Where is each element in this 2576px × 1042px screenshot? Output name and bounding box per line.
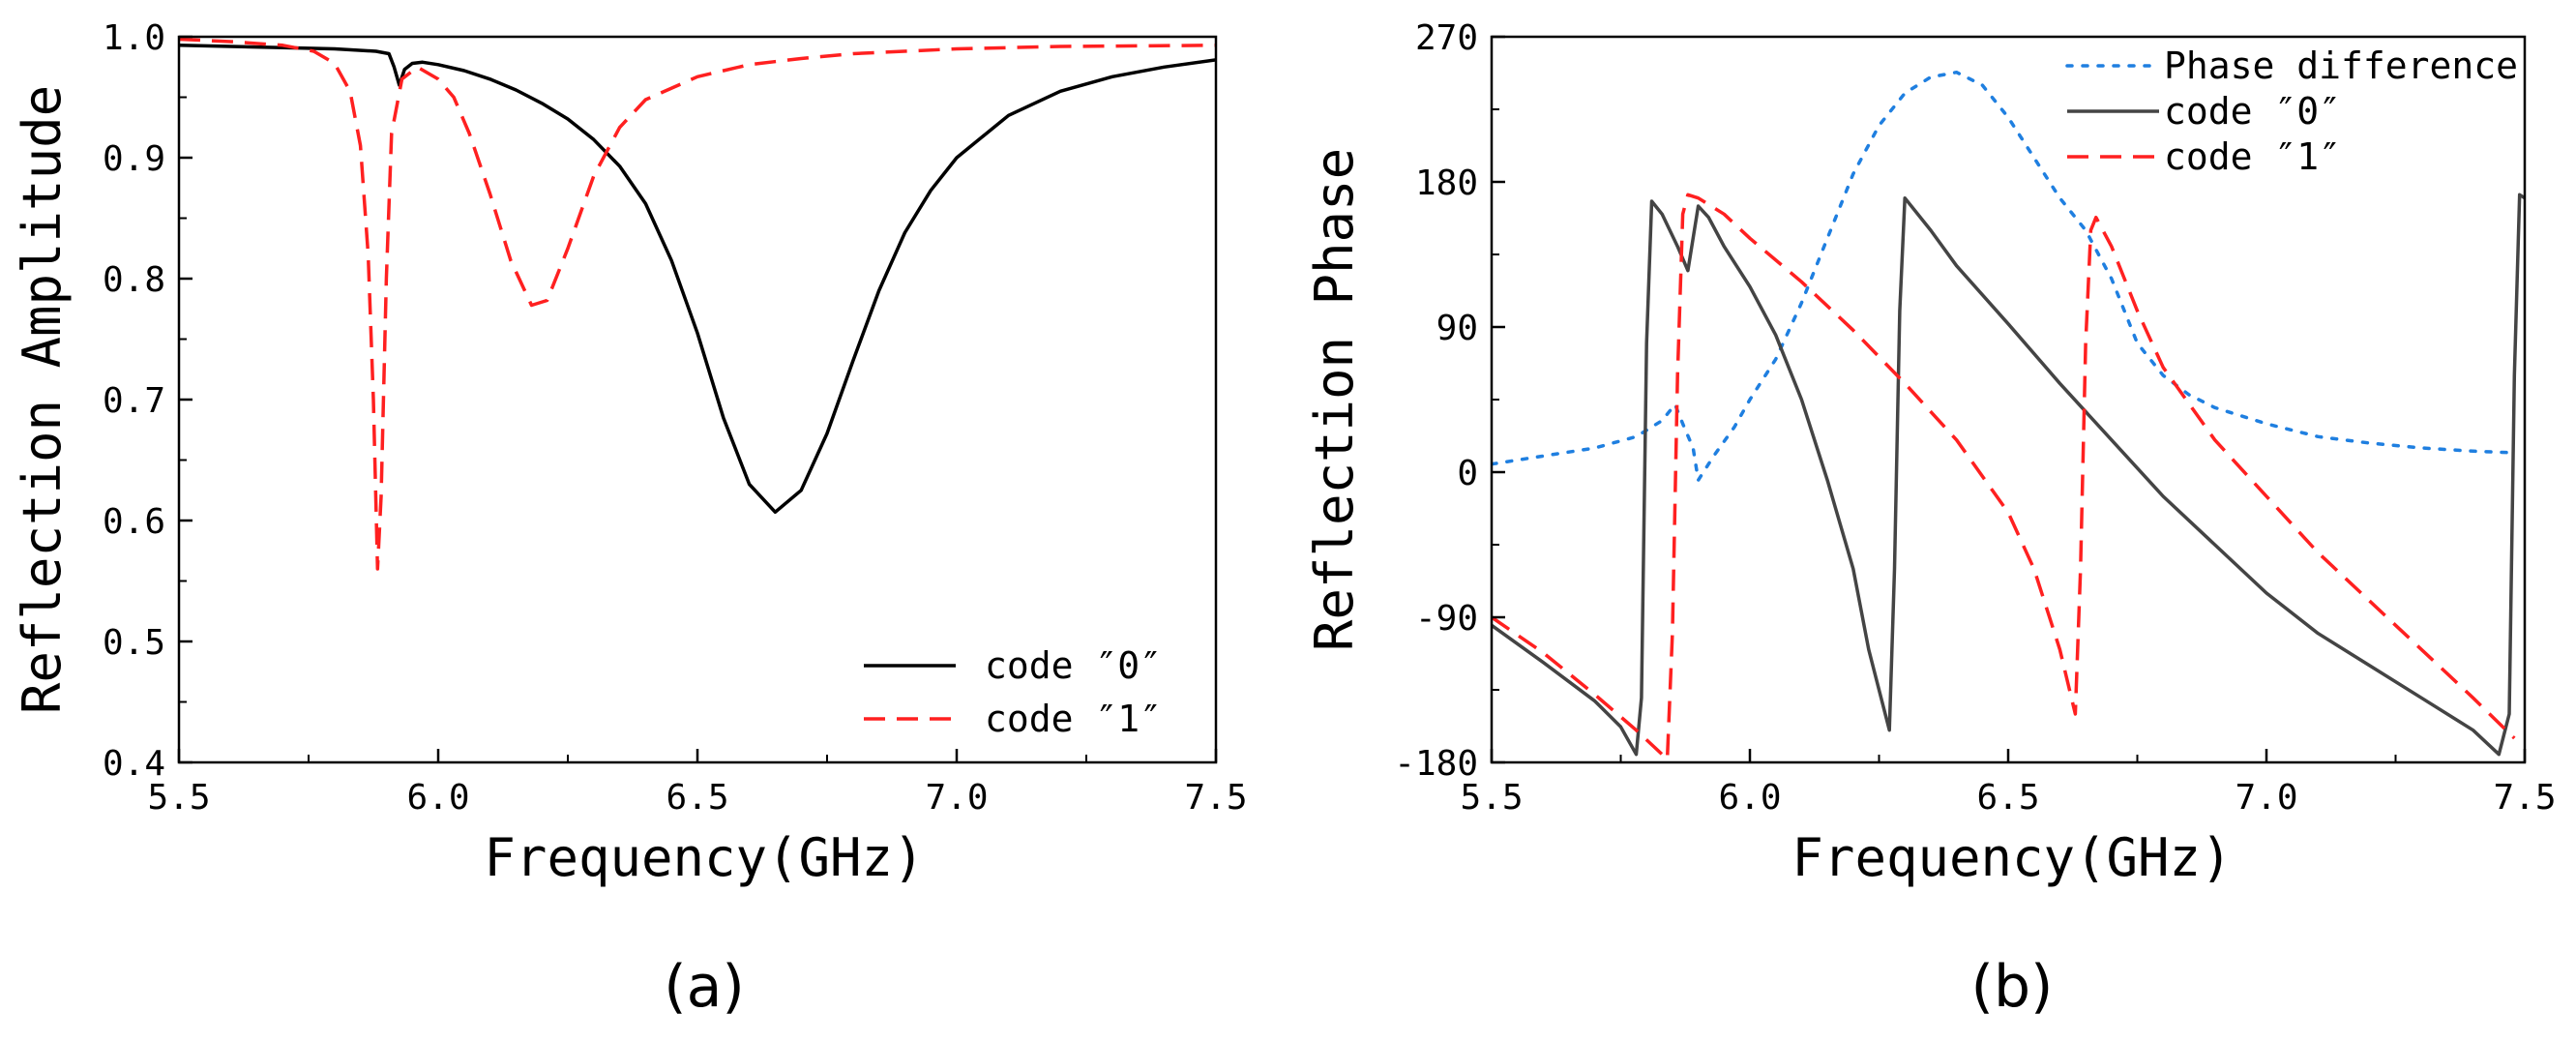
- panel-a-legend: code ″0″ code ″1″: [864, 644, 1162, 740]
- panel-b-y-tick-label: 90: [1436, 309, 1478, 348]
- panel-a-y-tick-label: 0.9: [103, 139, 165, 179]
- panel-b-x-tick-label: 6.0: [1718, 778, 1781, 818]
- panel-a-x-tick-label: 6.0: [406, 778, 469, 818]
- panel-a-plot-area: 5.5 6.0 6.5 7.0 7.5 0.4 0.5 0.6 0.7 0.8 0.9 1.0: [103, 18, 1248, 818]
- panel-b-chart: 5.5 6.0 6.5 7.0 7.5 -180 -90 0 90 180 270 Frequenc…: [1304, 18, 2557, 888]
- panel-b-caption: (b): [1971, 953, 2054, 1021]
- panel-b-x-tick-label: 6.5: [1976, 778, 2039, 818]
- panel-b-series-line-2: [1492, 193, 2516, 761]
- panel-b-y-tick-label: 180: [1415, 164, 1478, 203]
- panel-a-x-tick-label: 7.0: [925, 778, 988, 818]
- panel-b-y-tick-label: 0: [1457, 454, 1478, 493]
- panel-a-legend-label-0: code ″0″: [985, 644, 1162, 687]
- panel-b-legend-label-1: code ″0″: [2164, 90, 2341, 133]
- panel-b-y-axis-label: Reflection Phase: [1304, 148, 1365, 651]
- panel-a-y-tick-label: 0.6: [103, 502, 165, 542]
- panel-b-legend-label-2: code ″1″: [2164, 135, 2341, 178]
- panel-b-y-tick-label: 270: [1415, 18, 1478, 58]
- panel-a-series-line-1: [179, 37, 1216, 571]
- panel-b-y-tick-label: -90: [1415, 599, 1478, 639]
- panel-a-y-tick-label: 0.7: [103, 381, 165, 421]
- panel-a-y-tick-label: 1.0: [103, 18, 165, 58]
- panel-a-x-axis-label: Frequency(GHz): [484, 827, 924, 888]
- panel-a-x-tick-label: 7.5: [1184, 778, 1247, 818]
- panel-b-series-line-0: [1492, 70, 2517, 483]
- panel-b-legend-label-0: Phase difference: [2164, 45, 2518, 87]
- panel-a-legend-label-1: code ″1″: [985, 698, 1162, 740]
- panel-a-y-tick-label: 0.4: [103, 744, 165, 784]
- panel-a-x-tick-label: 5.5: [147, 778, 210, 818]
- panel-a-x-tick-label: 6.5: [666, 778, 728, 818]
- panel-b-x-tick-label: 7.5: [2493, 778, 2556, 818]
- panel-b-x-axis-label: Frequency(GHz): [1791, 827, 2232, 888]
- panel-a-y-tick-label: 0.5: [103, 623, 165, 663]
- panel-b-series-line-1: [1492, 193, 2525, 757]
- panel-b-x-tick-label: 7.0: [2235, 778, 2297, 818]
- panel-a-y-tick-label: 0.8: [103, 260, 165, 300]
- panel-b-plot-area: 5.5 6.0 6.5 7.0 7.5 -180 -90 0 90 180 270: [1394, 18, 2556, 818]
- panel-a-chart: 5.5 6.0 6.5 7.0 7.5 0.4 0.5 0.6 0.7 0.8 0.9 1.0 Fre…: [12, 18, 1248, 888]
- panel-b-y-tick-label: -180: [1394, 744, 1478, 784]
- panel-a-caption: (a): [664, 953, 745, 1021]
- panel-a-series-line-0: [179, 44, 1216, 515]
- panel-a-y-axis-label: Reflection Amplitude: [12, 85, 73, 714]
- panel-b-x-tick-label: 5.5: [1460, 778, 1523, 818]
